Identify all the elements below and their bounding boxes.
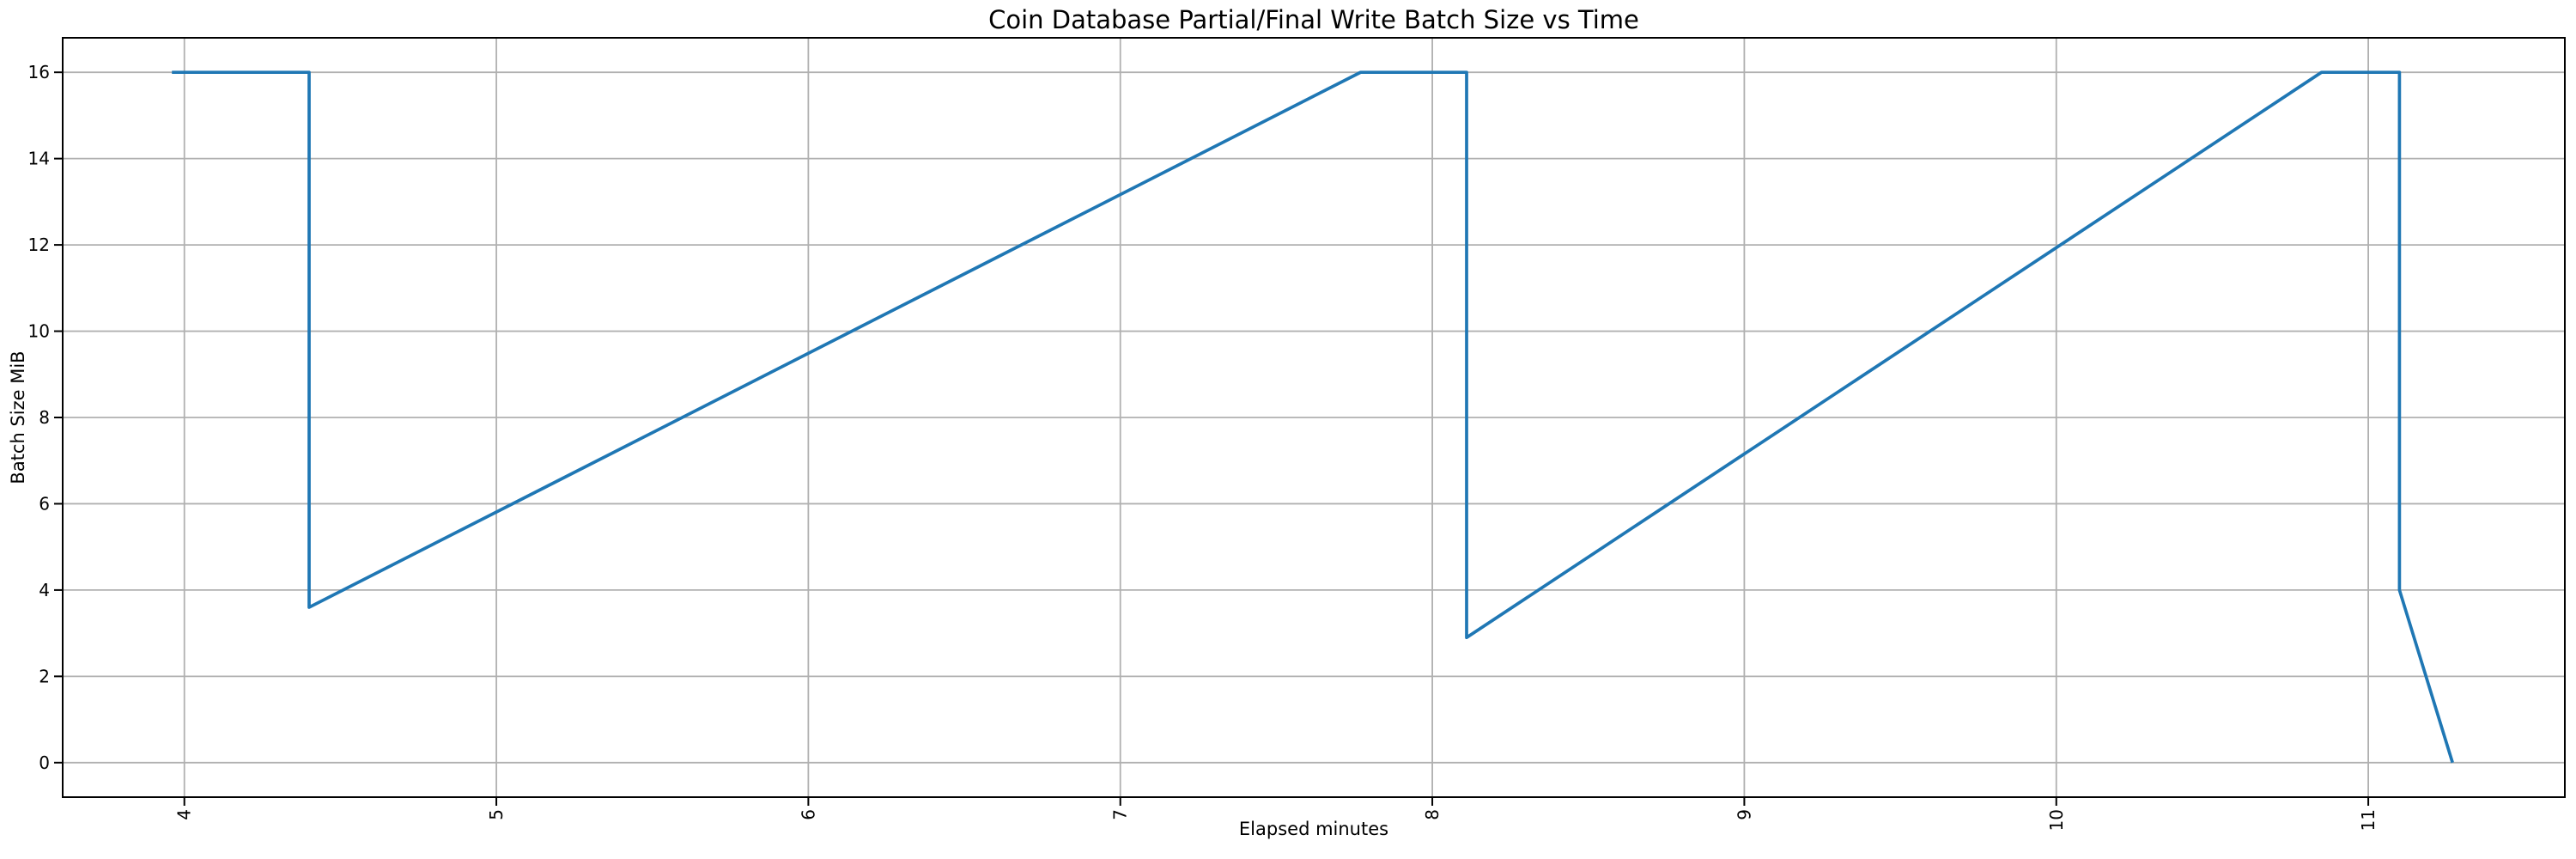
y-axis-label: Batch Size MiB: [8, 350, 28, 484]
y-tick-label: 14: [28, 149, 50, 169]
x-tick-label: 10: [2046, 809, 2067, 831]
y-tick-label: 10: [28, 321, 50, 342]
x-tick-label: 6: [798, 809, 818, 820]
y-tick-label: 12: [28, 235, 50, 255]
y-tick-label: 2: [39, 666, 50, 686]
x-tick-label: 4: [174, 809, 195, 820]
x-tick-label: 8: [1422, 809, 1443, 820]
x-axis-label: Elapsed minutes: [1238, 819, 1389, 839]
x-tick-label: 5: [486, 809, 507, 820]
chart-title: Coin Database Partial/Final Write Batch …: [988, 5, 1639, 34]
x-tick-label: 7: [1110, 809, 1131, 820]
y-tick-label: 6: [39, 493, 50, 514]
x-tick-label: 9: [1734, 809, 1754, 820]
y-tick-label: 8: [39, 407, 50, 428]
y-tick-label: 0: [39, 752, 50, 773]
y-tick-label: 16: [28, 62, 50, 82]
data-line-batch-size: [172, 70, 2454, 764]
y-tick-label: 4: [39, 580, 50, 600]
x-tick-label: 11: [2358, 809, 2379, 831]
